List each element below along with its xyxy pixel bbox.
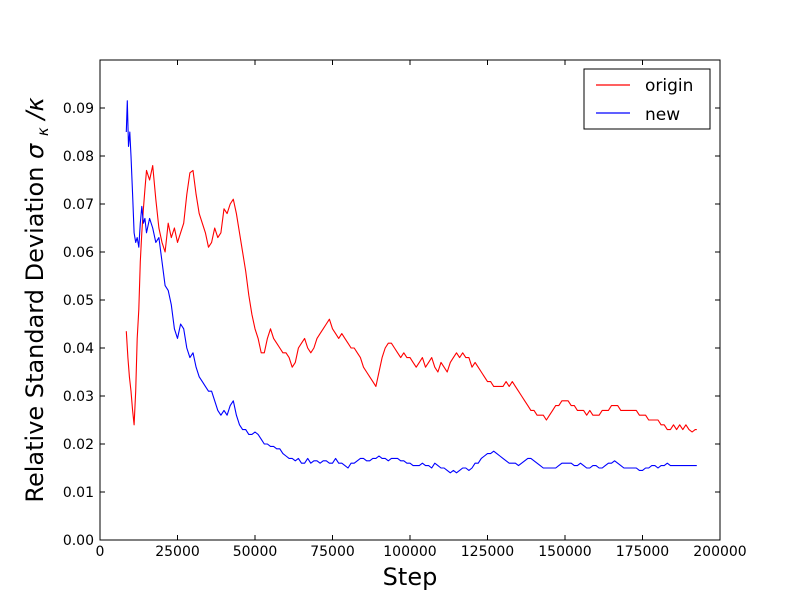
x-tick-label: 150000 xyxy=(538,544,591,560)
series-layer xyxy=(125,100,697,474)
legend-label-origin: origin xyxy=(645,76,693,96)
y-axis-label-sigma: σ xyxy=(21,143,49,159)
legend-box xyxy=(583,68,711,130)
x-tick-label: 25000 xyxy=(155,544,200,560)
x-tick-label: 100000 xyxy=(383,544,436,560)
x-tick-label: 50000 xyxy=(233,544,278,560)
y-axis-label: Relative Standard Deviation σ κ /κ xyxy=(21,97,54,503)
series-line-origin xyxy=(125,165,697,433)
legend: origin new xyxy=(583,68,711,130)
y-axis-label-rest: /κ xyxy=(21,97,49,122)
y-axis-label-subscript: κ xyxy=(34,127,52,136)
x-tick-label: 75000 xyxy=(310,544,355,560)
y-tick-label: 0.08 xyxy=(63,149,94,165)
x-tick-label: 0 xyxy=(96,544,105,560)
x-axis-label: Step xyxy=(383,563,438,591)
x-tick-label: 200000 xyxy=(693,544,746,560)
y-tick-label: 0.03 xyxy=(63,389,94,405)
y-tick-label: 0.09 xyxy=(63,101,94,117)
legend-label-new: new xyxy=(645,105,680,125)
y-tick-label: 0.02 xyxy=(63,437,94,453)
x-tick-label: 125000 xyxy=(461,544,514,560)
y-axis-label-text: Relative Standard Deviation xyxy=(21,159,49,503)
y-tick-label: 0.06 xyxy=(63,245,94,261)
ticks-layer: 0 25000 50000 75000 100000 125000 150000 175000… xyxy=(63,60,747,560)
y-tick-label: 0.00 xyxy=(63,533,94,549)
x-tick-label: 175000 xyxy=(616,544,669,560)
y-tick-label: 0.04 xyxy=(63,341,94,357)
y-tick-label: 0.07 xyxy=(63,197,94,213)
y-tick-label: 0.01 xyxy=(63,485,94,501)
series-line-new xyxy=(125,100,697,474)
y-tick-label: 0.05 xyxy=(63,293,94,309)
